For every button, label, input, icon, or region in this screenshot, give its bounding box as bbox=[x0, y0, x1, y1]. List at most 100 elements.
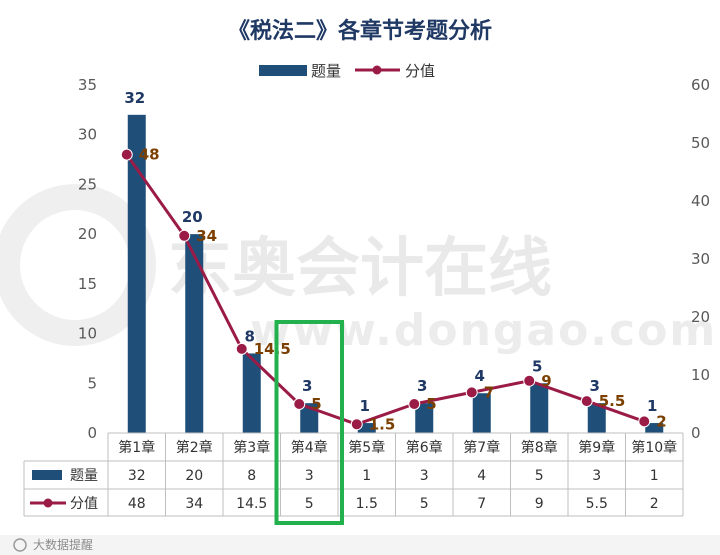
line-point-第1章 bbox=[120, 148, 133, 161]
table-cell: 34 bbox=[185, 496, 203, 512]
category-label: 第4章 bbox=[291, 439, 328, 456]
line-value-label: 14.5 bbox=[254, 340, 291, 358]
y-right-tick-label: 0 bbox=[691, 424, 701, 442]
bar-value-label: 3 bbox=[417, 377, 427, 395]
bar-value-label: 3 bbox=[590, 377, 600, 395]
table-cell: 14.5 bbox=[236, 496, 267, 512]
category-label: 第2章 bbox=[176, 439, 213, 456]
line-point-第8章 bbox=[523, 374, 536, 387]
table-bar-swatch bbox=[32, 470, 62, 480]
line-point-第4章 bbox=[293, 398, 306, 410]
bar-value-label: 8 bbox=[245, 327, 255, 345]
y-axis-left: 0 5 10 15 20 25 30 35 bbox=[78, 76, 97, 442]
line-point-第5章 bbox=[350, 418, 363, 431]
bar-value-label: 4 bbox=[475, 367, 485, 385]
table-cell: 5 bbox=[305, 496, 314, 512]
category-label: 第7章 bbox=[463, 439, 500, 456]
watermark-line1: 东奥会计在线 bbox=[168, 232, 552, 306]
category-label: 第3章 bbox=[233, 439, 270, 456]
line-value-label: 1.5 bbox=[369, 415, 396, 433]
line-value-label: 2 bbox=[656, 412, 666, 430]
table-cell: 1 bbox=[650, 468, 659, 484]
line-value-label: 5.5 bbox=[599, 392, 626, 410]
table-cell: 5 bbox=[420, 496, 429, 512]
table-line-marker bbox=[43, 498, 53, 508]
legend-bar-label: 题量 bbox=[311, 62, 341, 80]
score-line bbox=[125, 153, 645, 426]
table-cell: 5 bbox=[535, 468, 544, 484]
footer-text: 大数据提醒 bbox=[33, 537, 93, 552]
bar-第6章 bbox=[415, 403, 434, 433]
line-point-第9章 bbox=[580, 395, 593, 408]
highlight-box bbox=[274, 320, 344, 525]
line-value-label: 34 bbox=[196, 227, 217, 245]
bar-value-label: 3 bbox=[302, 377, 312, 395]
table-cell: 4 bbox=[477, 468, 486, 484]
bar-value-label: 32 bbox=[124, 89, 145, 107]
bar-第8章 bbox=[530, 383, 549, 433]
table-row-label: 题量 bbox=[70, 468, 98, 484]
watermark: 东奥会计在线 www.dongao.com bbox=[0, 184, 717, 356]
line-point-第10章 bbox=[638, 415, 651, 428]
line-value-label: 7 bbox=[484, 383, 494, 401]
bar-第5章 bbox=[357, 423, 376, 433]
y-right-tick-label: 10 bbox=[691, 366, 710, 384]
table-cell: 8 bbox=[247, 468, 256, 484]
line-value-label: 5 bbox=[311, 395, 321, 413]
category-label: 第5章 bbox=[348, 439, 385, 456]
line-point-第3章 bbox=[235, 342, 248, 355]
line-value-label: 9 bbox=[541, 372, 551, 390]
watermark-line2: www.dongao.com bbox=[250, 305, 717, 356]
y-left-tick-label: 10 bbox=[78, 325, 97, 343]
legend-line-marker bbox=[372, 65, 382, 75]
category-label: 第9章 bbox=[578, 439, 615, 456]
table-cell: 3 bbox=[420, 468, 429, 484]
y-right-tick-label: 40 bbox=[691, 192, 710, 210]
line-point-第2章 bbox=[178, 229, 191, 242]
y-left-tick-label: 5 bbox=[87, 374, 97, 392]
y-left-tick-label: 25 bbox=[78, 175, 97, 193]
table-row-label: 分值 bbox=[70, 496, 98, 512]
line-value-label: 48 bbox=[139, 146, 160, 164]
table-cell: 9 bbox=[535, 496, 544, 512]
table-cell: 3 bbox=[592, 468, 601, 484]
table-cell: 1 bbox=[362, 468, 371, 484]
bar-value-label: 5 bbox=[532, 357, 542, 375]
category-label: 第6章 bbox=[406, 439, 443, 456]
y-left-tick-label: 0 bbox=[87, 424, 97, 442]
y-left-tick-label: 30 bbox=[78, 126, 97, 144]
category-label: 第1章 bbox=[118, 439, 155, 456]
table-cell: 3 bbox=[305, 468, 314, 484]
y-right-tick-label: 20 bbox=[691, 308, 710, 326]
footer-logo-icon bbox=[13, 538, 27, 552]
bar-value-label: 1 bbox=[647, 397, 657, 415]
watermark-logo-icon bbox=[0, 184, 156, 346]
bar-value-label: 20 bbox=[182, 208, 203, 226]
category-label: 第10章 bbox=[631, 439, 677, 456]
y-right-tick-label: 50 bbox=[691, 134, 710, 152]
footer: 大数据提醒 bbox=[0, 535, 720, 555]
line-point-第6章 bbox=[408, 398, 421, 410]
table-cell: 32 bbox=[128, 468, 146, 484]
table-cell: 5.5 bbox=[586, 496, 608, 512]
footer-bar bbox=[0, 535, 720, 555]
y-right-tick-label: 60 bbox=[691, 76, 710, 94]
table-cell: 7 bbox=[477, 496, 486, 512]
table-cell: 2 bbox=[650, 496, 659, 512]
chart-title: 《税法二》各章节考题分析 bbox=[228, 18, 492, 44]
y-axis-right: 0 10 20 30 40 50 60 bbox=[691, 76, 710, 442]
line-point-第7章 bbox=[465, 386, 478, 399]
bar-value-label: 1 bbox=[360, 397, 370, 415]
table-cell: 20 bbox=[185, 468, 203, 484]
bar-第7章 bbox=[472, 393, 491, 433]
bar-第10章 bbox=[645, 423, 664, 433]
category-label: 第8章 bbox=[521, 439, 558, 456]
legend: 题量 分值 bbox=[259, 62, 435, 80]
table-cell: 48 bbox=[128, 496, 146, 512]
y-left-tick-label: 20 bbox=[78, 225, 97, 243]
legend-line-label: 分值 bbox=[405, 62, 435, 80]
legend-bar-swatch bbox=[259, 65, 307, 76]
